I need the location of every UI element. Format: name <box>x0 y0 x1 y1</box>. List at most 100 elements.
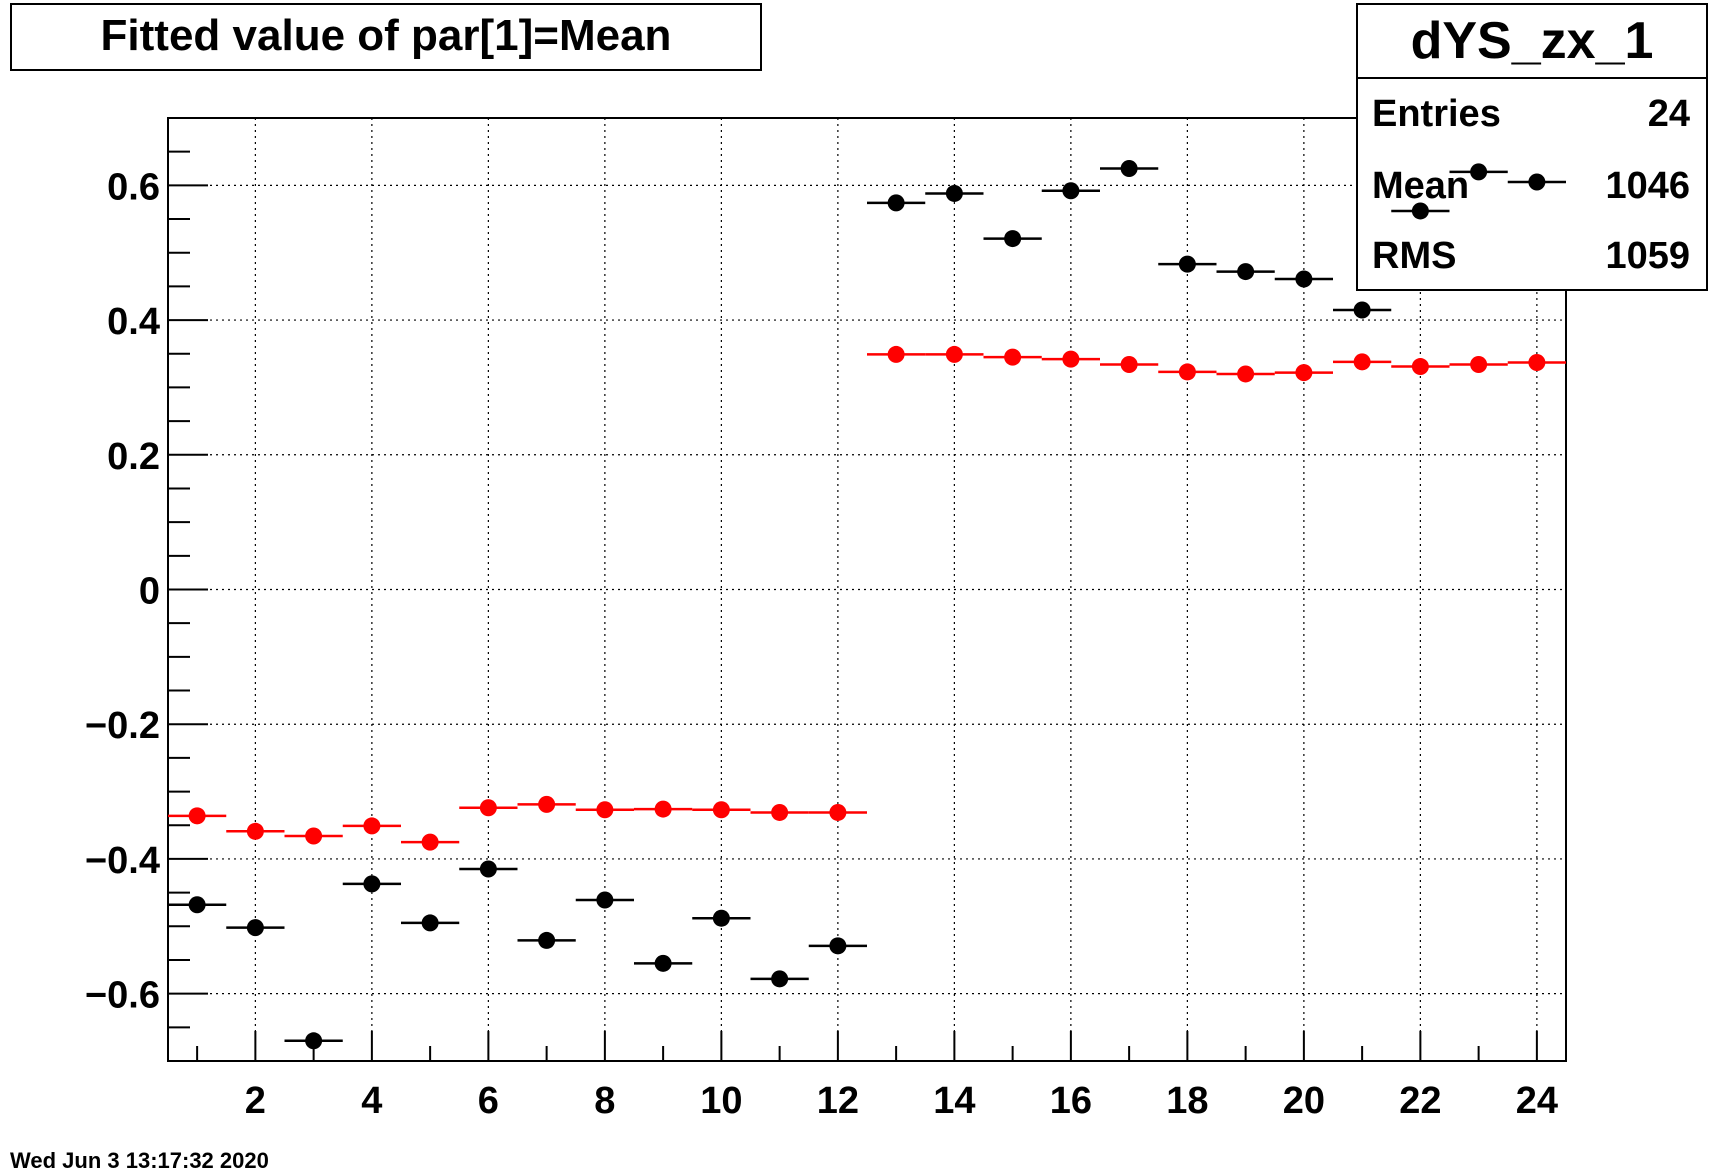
data-point <box>1100 160 1159 178</box>
marker <box>596 801 614 819</box>
y-tick-label: −0.2 <box>85 705 160 747</box>
marker <box>1004 348 1022 366</box>
marker <box>1470 163 1488 181</box>
data-point <box>1041 182 1100 200</box>
marker <box>1528 354 1546 372</box>
marker <box>188 896 206 914</box>
marker <box>1528 173 1546 191</box>
marker <box>1004 230 1022 248</box>
marker <box>305 827 323 845</box>
marker <box>945 184 963 202</box>
x-tick-label: 4 <box>361 1080 382 1122</box>
marker <box>1178 363 1196 381</box>
y-tick-label: −0.6 <box>85 975 160 1017</box>
marker <box>1237 263 1255 281</box>
stats-rms-value: 1059 <box>1605 235 1690 277</box>
marker <box>1353 353 1371 371</box>
x-tick-label: 10 <box>700 1080 742 1122</box>
marker <box>363 817 381 835</box>
data-point <box>517 931 576 949</box>
x-tick-label: 12 <box>817 1080 859 1122</box>
data-point <box>168 807 227 825</box>
marker <box>829 937 847 955</box>
title-box: Fitted value of par[1]=Mean <box>10 3 762 71</box>
data-series-overlay <box>1391 163 1566 220</box>
marker <box>712 909 730 927</box>
marker <box>829 803 847 821</box>
data-point <box>1216 263 1275 281</box>
data-point <box>342 817 401 835</box>
data-point <box>1391 358 1450 376</box>
marker <box>1178 255 1196 273</box>
data-point <box>983 348 1042 366</box>
y-tick-label: 0.2 <box>107 436 160 478</box>
axis-ticks <box>168 117 1538 1062</box>
marker <box>1411 358 1429 376</box>
marker <box>1411 202 1429 220</box>
marker <box>1062 350 1080 368</box>
x-tick-label: 24 <box>1516 1080 1558 1122</box>
y-tick-label: 0.6 <box>107 166 160 208</box>
data-point <box>226 919 285 937</box>
chart-title: Fitted value of par[1]=Mean <box>101 11 672 60</box>
data-point <box>1158 255 1217 273</box>
marker <box>596 891 614 909</box>
data-point <box>168 896 227 914</box>
data-point <box>1274 270 1333 288</box>
stats-title: dYS_zx_1 <box>1411 12 1654 70</box>
marker <box>246 919 264 937</box>
data-point <box>1391 202 1450 220</box>
data-point <box>1100 356 1159 374</box>
data-point <box>750 803 809 821</box>
data-point <box>867 345 926 363</box>
marker <box>1470 356 1488 374</box>
data-point <box>1507 354 1566 372</box>
data-point <box>459 799 518 817</box>
marker <box>945 345 963 363</box>
marker <box>654 800 672 818</box>
marker <box>538 795 556 813</box>
data-point <box>634 800 693 818</box>
marker <box>246 822 264 840</box>
marker <box>1120 356 1138 374</box>
data-point <box>1216 365 1275 383</box>
data-point <box>459 860 518 878</box>
data-point <box>808 803 867 821</box>
marker <box>887 194 905 212</box>
data-point <box>1449 163 1508 181</box>
marker <box>538 931 556 949</box>
marker <box>1120 160 1138 178</box>
data-point <box>1333 301 1392 319</box>
data-point <box>1274 364 1333 382</box>
x-tick-label: 16 <box>1050 1080 1092 1122</box>
data-point <box>1507 173 1566 191</box>
y-tick-label: 0.4 <box>107 301 160 343</box>
axis-tick-labels: 2 4 6 8 10 12 14 16 18 20 22 24−0.6−0.4−0.200.20.40… <box>85 166 1558 1122</box>
data-point <box>284 1032 343 1050</box>
data-point <box>867 194 926 212</box>
data-point <box>1449 356 1508 374</box>
stats-mean-value: 1046 <box>1605 165 1690 207</box>
marker <box>1062 182 1080 200</box>
marker <box>421 914 439 932</box>
data-point <box>1158 363 1217 381</box>
marker <box>479 799 497 817</box>
data-point <box>1041 350 1100 368</box>
data-point <box>692 801 751 819</box>
marker <box>479 860 497 878</box>
data-point <box>401 914 460 932</box>
x-tick-label: 22 <box>1399 1080 1441 1122</box>
timestamp: Wed Jun 3 13:17:32 2020 <box>10 1148 269 1173</box>
marker <box>363 875 381 893</box>
y-tick-label: 0 <box>139 571 160 613</box>
data-point <box>1333 353 1392 371</box>
data-point <box>284 827 343 845</box>
marker <box>887 345 905 363</box>
stats-rms-label: RMS <box>1372 235 1456 277</box>
marker <box>188 807 206 825</box>
data-series <box>168 160 1566 1050</box>
marker <box>771 803 789 821</box>
data-point <box>808 937 867 955</box>
data-point <box>925 184 984 202</box>
